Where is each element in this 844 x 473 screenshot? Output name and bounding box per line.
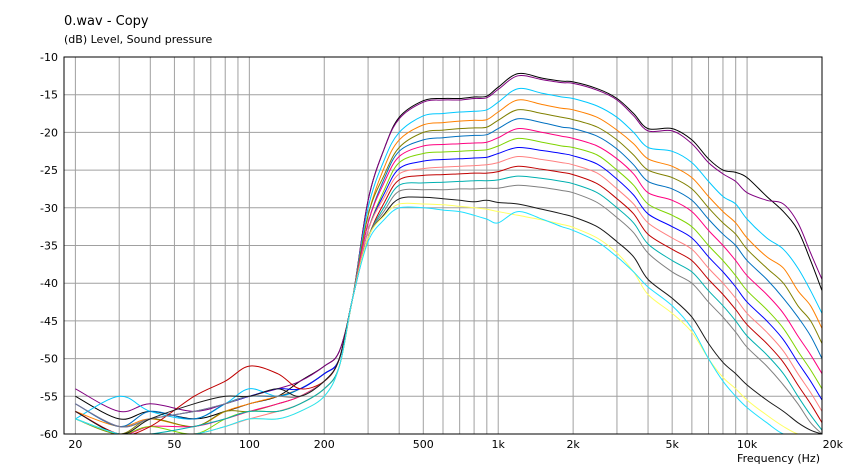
y-tick-label: -45 — [40, 315, 58, 328]
y-tick-label: -15 — [40, 89, 58, 102]
y-tick-label: -55 — [40, 390, 58, 403]
series-line — [75, 165, 822, 434]
x-tick-label: 10k — [737, 438, 758, 451]
x-tick-label: 200 — [314, 438, 335, 451]
x-tick-label: 5k — [665, 438, 679, 451]
chart-title: 0.wav - Copy — [64, 14, 149, 29]
series-line — [75, 87, 822, 420]
series-line — [75, 175, 822, 434]
x-tick-label: 20k — [823, 438, 844, 451]
series-line — [75, 127, 822, 434]
y-axis-label: (dB) Level, Sound pressure — [64, 33, 213, 46]
y-tick-label: -60 — [40, 428, 58, 441]
series-lines — [75, 72, 822, 434]
y-tick-label: -10 — [40, 51, 58, 64]
x-tick-label: 50 — [167, 438, 181, 451]
x-tick-label: 100 — [239, 438, 260, 451]
x-axis-label: Frequency (Hz) — [737, 452, 820, 465]
y-tick-label: -30 — [40, 202, 58, 215]
x-tick-label: 20 — [68, 438, 82, 451]
x-tick-labels: 20 50 100 200 500 1k 2k 5k 10k 20k — [68, 438, 843, 451]
series-line — [75, 206, 822, 434]
y-tick-label: -35 — [40, 240, 58, 253]
plot-frame — [63, 56, 823, 435]
y-tick-label: -20 — [40, 126, 58, 139]
series-line — [75, 146, 822, 428]
y-tick-labels: -10 -15 -20 -25 -30 -35 -40 -45 -50 -55 -60 — [40, 51, 58, 441]
series-line — [75, 109, 822, 434]
series-line — [75, 72, 822, 420]
x-tick-label: 2k — [566, 438, 580, 451]
series-line — [75, 184, 822, 434]
x-tick-label: 1k — [492, 438, 506, 451]
series-line — [75, 118, 822, 428]
series-line — [75, 99, 822, 428]
x-tick-label: 500 — [413, 438, 434, 451]
series-line — [75, 74, 822, 413]
y-tick-label: -25 — [40, 164, 58, 177]
y-tick-label: -50 — [40, 353, 58, 366]
y-tick-label: -40 — [40, 277, 58, 290]
series-line — [75, 196, 822, 434]
